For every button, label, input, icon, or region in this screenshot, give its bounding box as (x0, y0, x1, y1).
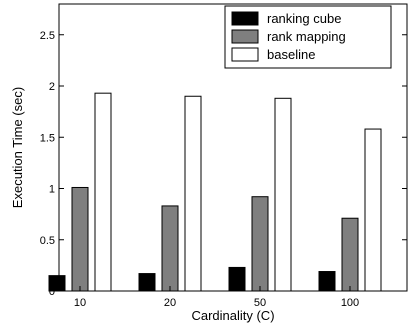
bar-rank-mapping-100 (341, 217, 359, 292)
legend-label-rank-mapping: rank mapping (267, 29, 346, 44)
bar-rank-mapping-20 (161, 205, 179, 292)
x-axis: 10 20 50 100 (74, 286, 359, 309)
bar-ranking-cube-50 (228, 266, 246, 292)
x-tick-label: 100 (341, 297, 359, 309)
legend-label-baseline: baseline (267, 47, 315, 62)
plot-frame (58, 3, 408, 292)
legend: ranking cube rank mapping baseline (224, 5, 392, 69)
legend-swatch-ranking-cube (231, 11, 259, 26)
bar-rank-mapping-50 (251, 196, 269, 292)
bars-layer (48, 92, 382, 292)
y-tick-label: 2.5 (40, 30, 55, 42)
legend-label-ranking-cube: ranking cube (267, 11, 341, 26)
y-tick-label: 2 (49, 81, 55, 93)
legend-swatch-baseline (231, 47, 259, 62)
bar-baseline-10 (94, 92, 112, 292)
x-axis-label: Cardinality (C) (191, 308, 274, 323)
y-tick-label: 0 (49, 286, 55, 298)
legend-swatch-rank-mapping (231, 29, 259, 44)
bar-baseline-100 (364, 128, 382, 292)
y-tick-label: 0.5 (40, 235, 55, 247)
x-tick-label: 20 (164, 297, 176, 309)
bar-rank-mapping-10 (71, 186, 89, 292)
x-tick-label: 50 (254, 297, 266, 309)
y-tick-label: 1 (49, 184, 55, 196)
x-tick-label: 10 (74, 297, 86, 309)
bar-ranking-cube-10 (48, 275, 66, 292)
bar-ranking-cube-100 (318, 271, 336, 292)
bar-baseline-20 (184, 95, 202, 292)
bar-ranking-cube-20 (138, 273, 156, 292)
y-axis: 0 0.5 1 1.5 2 2.5 (40, 30, 407, 298)
bar-baseline-50 (274, 97, 292, 292)
y-tick-label: 1.5 (40, 132, 55, 144)
y-axis-label: Execution Time (sec) (10, 87, 25, 208)
